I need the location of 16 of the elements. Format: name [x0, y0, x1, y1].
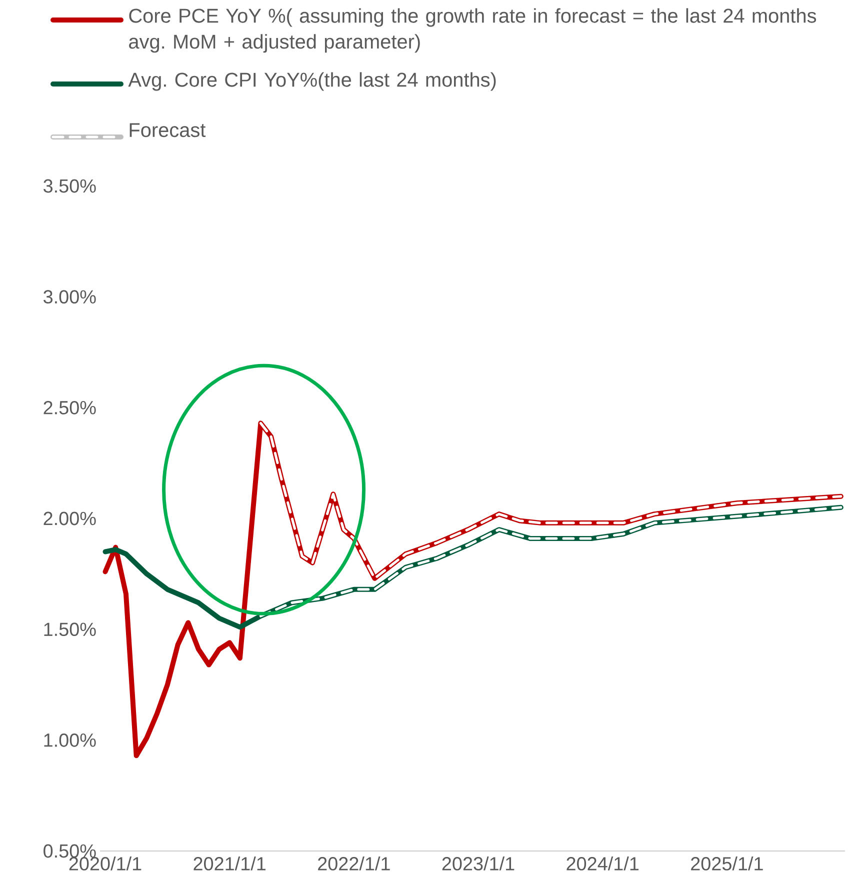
y-tick-label: 2.50% [44, 400, 96, 414]
y-tick-label: 3.50% [44, 179, 96, 193]
y-tick-label: 3.00% [44, 290, 96, 304]
x-tick-label: 2025/1/1 [691, 856, 763, 870]
legend-label: Core PCE YoY %( assuming the growth rate in forecast = the last 24 months avg. MoM + adjusted parameter) [129, 8, 816, 53]
x-tick-label: 2021/1/1 [194, 856, 266, 870]
legend-label: Forecast [130, 123, 206, 138]
legend-label: Avg. Core CPI YoY%(the last 24 months) [128, 72, 496, 91]
y-tick-label: 2.00% [44, 512, 96, 526]
y-tick-label: 1.00% [44, 733, 96, 747]
y-tick-label: 1.50% [44, 622, 96, 636]
x-tick-label: 2024/1/1 [566, 856, 639, 870]
x-tick-label: 2022/1/1 [318, 856, 390, 870]
y-tick-label: 0.50% [44, 844, 96, 858]
x-tick-label: 2020/1/1 [69, 856, 142, 870]
x-tick-label: 2023/1/1 [442, 856, 514, 870]
